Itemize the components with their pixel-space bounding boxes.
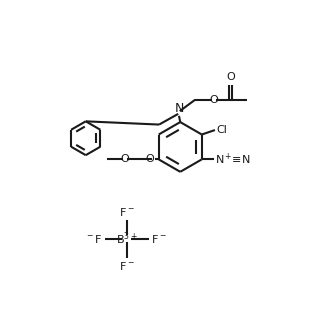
Text: N$^+\!\!\equiv\!$N: N$^+\!\!\equiv\!$N xyxy=(215,152,251,167)
Text: F$^-$: F$^-$ xyxy=(119,206,135,218)
Text: B$^{3+}$: B$^{3+}$ xyxy=(116,231,138,247)
Text: F$^-$: F$^-$ xyxy=(119,260,135,272)
Text: O: O xyxy=(121,154,129,164)
Text: Cl: Cl xyxy=(216,125,227,135)
Text: N: N xyxy=(174,102,184,115)
Text: F$^-$: F$^-$ xyxy=(151,233,166,245)
Text: O: O xyxy=(209,95,218,105)
Text: O: O xyxy=(226,72,235,82)
Text: O: O xyxy=(145,154,154,164)
Text: $^-$F: $^-$F xyxy=(85,233,103,245)
